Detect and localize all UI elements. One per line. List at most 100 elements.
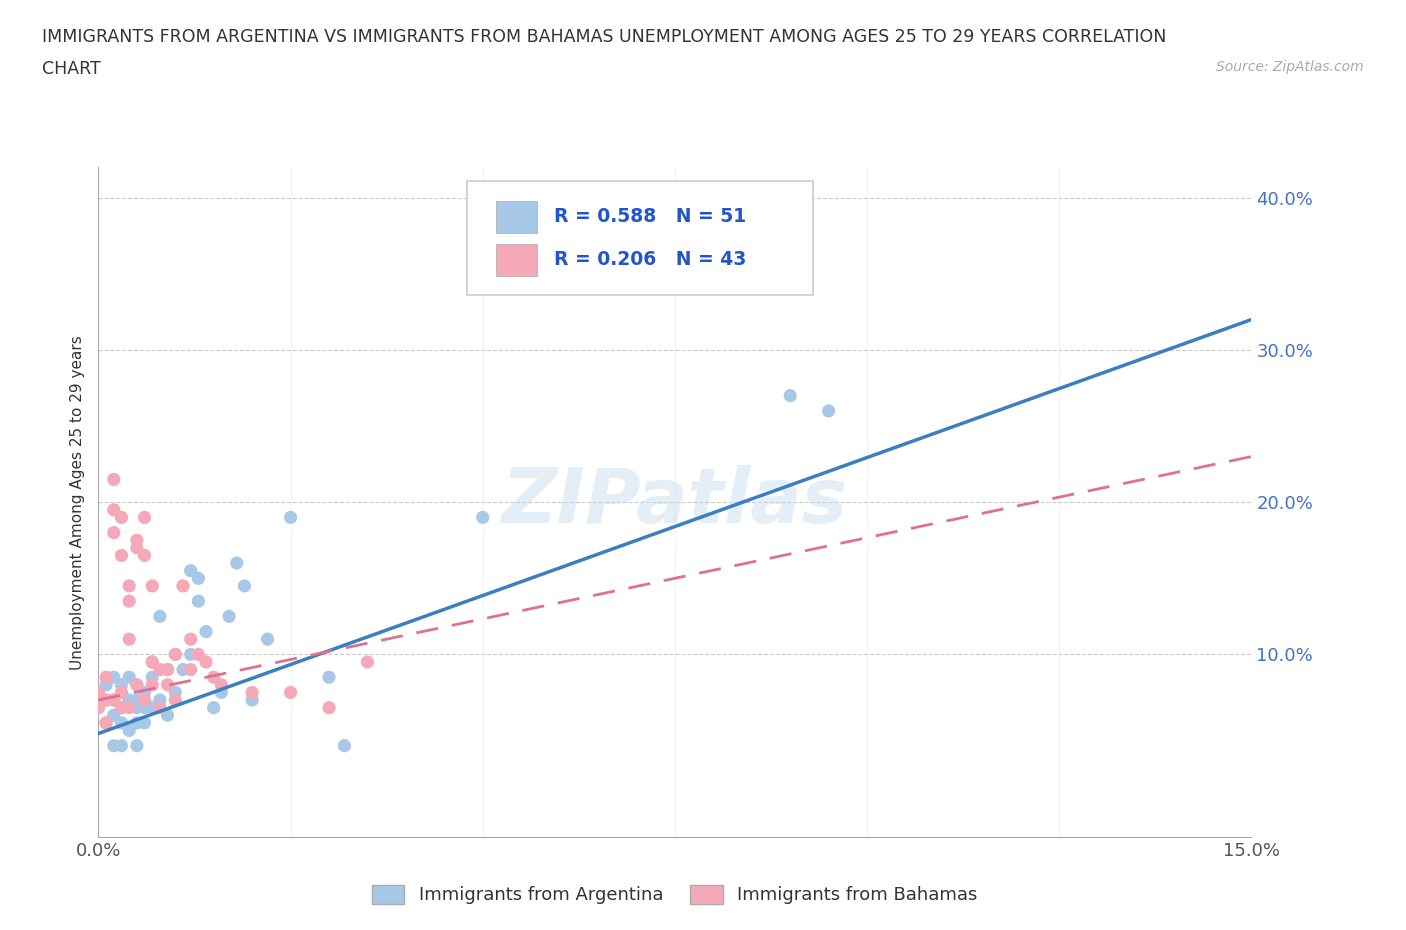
Point: [94, 715, 117, 730]
Point: [118, 723, 141, 737]
Point: [94, 715, 117, 730]
Point: [110, 510, 132, 525]
Point: [134, 715, 156, 730]
Point: [141, 655, 163, 670]
Point: [218, 609, 240, 624]
Point: [149, 609, 172, 624]
Point: [110, 715, 132, 730]
Point: [195, 624, 218, 639]
Point: [118, 670, 141, 684]
Point: [125, 693, 148, 708]
Point: [165, 647, 187, 662]
Point: [134, 510, 156, 525]
Point: [256, 631, 278, 646]
Point: [149, 700, 172, 715]
Point: [141, 655, 163, 670]
Point: [471, 510, 494, 525]
Point: [134, 693, 156, 708]
Point: [233, 578, 256, 593]
Point: [141, 578, 163, 593]
Point: [356, 655, 378, 670]
Point: [125, 715, 148, 730]
Point: [149, 693, 172, 708]
Point: [94, 670, 117, 684]
Point: [118, 693, 141, 708]
Point: [209, 685, 232, 700]
Point: [187, 647, 209, 662]
Point: [118, 631, 141, 646]
Point: [195, 655, 218, 670]
Point: [156, 662, 179, 677]
Point: [165, 693, 187, 708]
Point: [110, 700, 132, 715]
Point: [187, 571, 209, 586]
Y-axis label: Unemployment Among Ages 25 to 29 years: Unemployment Among Ages 25 to 29 years: [70, 335, 86, 670]
Point: [87, 685, 110, 700]
Point: [103, 502, 125, 517]
Point: [333, 738, 356, 753]
Point: [141, 700, 163, 715]
Point: [94, 693, 117, 708]
Point: [87, 700, 110, 715]
Point: [87, 700, 110, 715]
Point: [187, 593, 209, 608]
Point: [202, 700, 225, 715]
Point: [141, 677, 163, 692]
Text: R = 0.206   N = 43: R = 0.206 N = 43: [554, 249, 747, 269]
Point: [156, 708, 179, 723]
Point: [103, 693, 125, 708]
Point: [156, 677, 179, 692]
Point: [134, 685, 156, 700]
Point: [103, 693, 125, 708]
Text: IMMIGRANTS FROM ARGENTINA VS IMMIGRANTS FROM BAHAMAS UNEMPLOYMENT AMONG AGES 25 : IMMIGRANTS FROM ARGENTINA VS IMMIGRANTS …: [42, 28, 1167, 46]
Point: [141, 670, 163, 684]
Point: [240, 685, 263, 700]
Point: [134, 700, 156, 715]
Point: [103, 738, 125, 753]
Point: [125, 738, 148, 753]
Point: [118, 593, 141, 608]
Point: [172, 662, 194, 677]
Point: [817, 404, 839, 418]
Point: [94, 693, 117, 708]
Point: [202, 670, 225, 684]
Point: [779, 388, 801, 403]
Point: [94, 677, 117, 692]
Text: CHART: CHART: [42, 60, 101, 78]
Point: [125, 677, 148, 692]
Point: [318, 670, 340, 684]
FancyBboxPatch shape: [467, 180, 813, 295]
Point: [280, 685, 302, 700]
Point: [180, 662, 202, 677]
Point: [172, 578, 194, 593]
Point: [280, 510, 302, 525]
Text: ZIPatlas: ZIPatlas: [502, 465, 848, 539]
FancyBboxPatch shape: [496, 244, 537, 276]
Point: [149, 662, 172, 677]
Point: [110, 685, 132, 700]
Point: [125, 677, 148, 692]
Point: [180, 647, 202, 662]
Text: Source: ZipAtlas.com: Source: ZipAtlas.com: [1216, 60, 1364, 74]
Point: [134, 548, 156, 563]
Point: [118, 700, 141, 715]
Point: [125, 540, 148, 555]
Point: [165, 647, 187, 662]
Point: [103, 670, 125, 684]
Point: [125, 700, 148, 715]
Point: [110, 677, 132, 692]
Point: [103, 525, 125, 540]
Point: [225, 555, 247, 570]
Point: [318, 700, 340, 715]
Point: [110, 548, 132, 563]
Point: [156, 662, 179, 677]
Legend: Immigrants from Argentina, Immigrants from Bahamas: Immigrants from Argentina, Immigrants fr…: [364, 878, 986, 911]
FancyBboxPatch shape: [496, 201, 537, 233]
Point: [118, 578, 141, 593]
Point: [125, 533, 148, 548]
Text: R = 0.588   N = 51: R = 0.588 N = 51: [554, 206, 747, 226]
Point: [103, 472, 125, 486]
Point: [209, 677, 232, 692]
Point: [180, 564, 202, 578]
Point: [180, 631, 202, 646]
